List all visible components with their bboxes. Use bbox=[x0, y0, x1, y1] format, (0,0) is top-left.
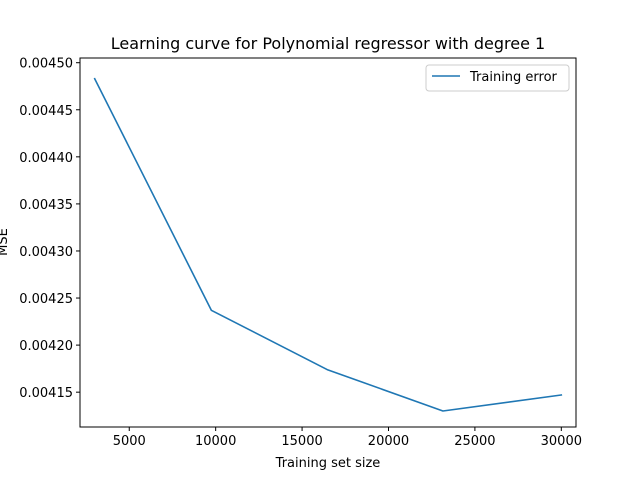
legend-box bbox=[425, 64, 570, 92]
chart-title: Learning curve for Polynomial regressor … bbox=[111, 34, 545, 53]
y-tick-label: 0.00445 bbox=[19, 104, 73, 119]
x-tick-label: 5000 bbox=[113, 434, 146, 449]
legend-label-training-error: Training error bbox=[469, 70, 558, 85]
x-tick-label: 10000 bbox=[195, 434, 236, 449]
series-line-training-error bbox=[93, 77, 563, 412]
y-tick-label: 0.00440 bbox=[19, 151, 73, 166]
x-tick-label: 15000 bbox=[281, 434, 322, 449]
y-tick-label: 0.00415 bbox=[19, 386, 73, 401]
y-tick-label: 0.00450 bbox=[19, 57, 73, 72]
y-tick-label: 0.00430 bbox=[19, 245, 73, 260]
plot-area-background bbox=[80, 58, 576, 427]
y-axis-label: MSE bbox=[0, 228, 11, 256]
x-axis-label: Training set size bbox=[275, 456, 381, 471]
y-tick-label: 0.00435 bbox=[19, 198, 73, 213]
y-tick-label: 0.00420 bbox=[19, 339, 73, 354]
x-axis-ticks: 5000 10000 15000 20000 25000 30000 bbox=[113, 427, 582, 449]
plot-frame bbox=[79, 57, 577, 428]
y-axis-ticks: 0.00415 0.00420 0.00425 0.00430 0.00435 0.004… bbox=[19, 57, 80, 401]
y-tick-label: 0.00425 bbox=[19, 292, 73, 307]
x-tick-label: 25000 bbox=[454, 434, 495, 449]
x-tick-label: 30000 bbox=[541, 434, 582, 449]
series-layer bbox=[93, 77, 563, 412]
legend: Training error bbox=[425, 64, 570, 92]
x-tick-label: 20000 bbox=[368, 434, 409, 449]
